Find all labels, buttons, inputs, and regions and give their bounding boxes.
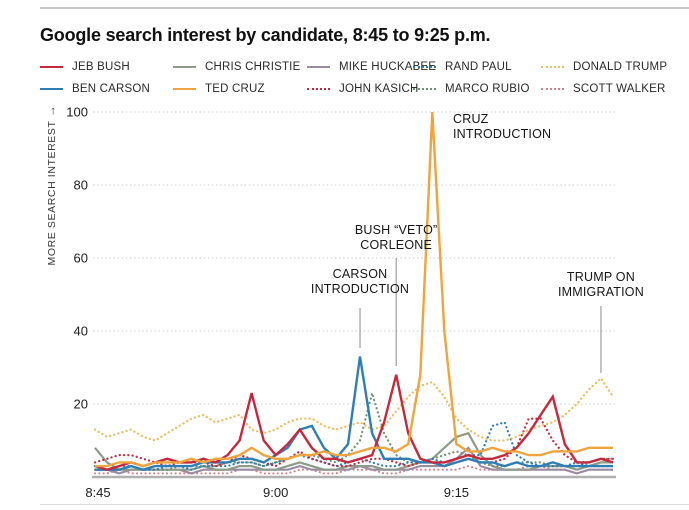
series-line-donald-trump xyxy=(93,376,615,442)
x-axis-tick-labels: 8:45 9:00 9:15 xyxy=(85,485,469,500)
annotation-cruz-introduction: CRUZ INTRODUCTION xyxy=(453,112,551,142)
annotation-text-line: BUSH “VETO” xyxy=(354,223,438,237)
gridlines xyxy=(93,111,615,405)
y-tick-label-100: 100 xyxy=(66,105,88,120)
legend-item-rand-paul: RAND PAUL xyxy=(413,60,541,73)
annotation-text-line: TRUMP ON xyxy=(566,270,635,284)
up-arrow-icon: → xyxy=(44,104,58,118)
legend-label: BEN CARSON xyxy=(72,82,151,95)
legend: JEB BUSH CHRIS CHRISTIE MIKE HUCKABEE RAND … xyxy=(40,60,687,95)
annotation-leader-lines xyxy=(359,258,602,373)
annotation-trump-on-immigration: TRUMP ON IMMIGRATION xyxy=(516,270,686,300)
legend-item-ted-cruz: TED CRUZ xyxy=(173,82,307,95)
y-axis-label-text: MORE SEARCH INTEREST xyxy=(46,120,58,266)
annotation-bush-veto-corleone: BUSH “VETO” CORLEONE xyxy=(311,223,481,253)
legend-label: CHRIS CHRISTIE xyxy=(205,60,301,73)
series-line-ted-cruz xyxy=(95,111,613,468)
annotation-text-line: CORLEONE xyxy=(360,238,433,252)
annotation-text-line: CRUZ xyxy=(453,112,489,126)
chart-title: Google search interest by candidate, 8:4… xyxy=(40,25,491,45)
legend-label: JOHN KASICH xyxy=(339,82,419,95)
legend-item-chris-christie: CHRIS CHRISTIE xyxy=(173,60,307,73)
legend-swatch-icon xyxy=(413,87,436,90)
legend-swatch-icon xyxy=(307,87,330,90)
legend-label: MIKE HUCKABEE xyxy=(339,60,437,73)
annotation-text-line: IMMIGRATION xyxy=(557,285,644,299)
legend-label: JEB BUSH xyxy=(72,60,130,73)
y-tick-label-20: 20 xyxy=(74,397,88,412)
legend-item-mike-huckabee: MIKE HUCKABEE xyxy=(307,60,436,73)
legend-label: DONALD TRUMP xyxy=(573,60,668,73)
legend-label: MARCO RUBIO xyxy=(445,82,530,95)
y-axis-label: MORE SEARCH INTEREST → xyxy=(44,85,58,285)
legend-item-jeb-bush: JEB BUSH xyxy=(40,60,173,73)
bottom-divider xyxy=(40,504,689,505)
series-line-john-kasich xyxy=(93,417,615,468)
legend-item-ben-carson: BEN CARSON xyxy=(40,82,173,95)
y-tick-label-80: 80 xyxy=(74,178,88,193)
legend-swatch-icon xyxy=(541,87,564,90)
series-line-ben-carson xyxy=(95,356,613,471)
legend-swatch-icon xyxy=(40,87,63,90)
y-axis-tick-labels: 20 40 60 80 100 xyxy=(66,105,88,412)
legend-swatch-icon xyxy=(173,87,196,90)
legend-swatch-icon xyxy=(40,65,63,68)
annotation-carson-introduction: CARSON INTRODUCTION xyxy=(275,267,445,297)
annotation-text-line: CARSON xyxy=(332,267,388,281)
y-tick-label-60: 60 xyxy=(74,251,88,266)
x-tick-label-8-45: 8:45 xyxy=(85,485,110,500)
legend-item-john-kasich: JOHN KASICH xyxy=(307,82,418,95)
legend-item-donald-trump: DONALD TRUMP xyxy=(541,60,687,73)
top-divider xyxy=(40,7,689,9)
annotation-text-line: INTRODUCTION xyxy=(310,282,410,296)
annotation-text-line: INTRODUCTION xyxy=(453,127,552,141)
legend-item-marco-rubio: MARCO RUBIO xyxy=(413,82,541,95)
legend-label: SCOTT WALKER xyxy=(573,82,666,95)
legend-swatch-icon xyxy=(541,65,564,68)
series-line-marco-rubio xyxy=(93,388,615,471)
legend-label: TED CRUZ xyxy=(205,82,265,95)
legend-item-scott-walker: SCOTT WALKER xyxy=(541,82,687,95)
legend-swatch-icon xyxy=(307,65,330,68)
legend-swatch-icon xyxy=(413,65,436,68)
legend-swatch-icon xyxy=(173,65,196,68)
x-tick-label-9-15: 9:15 xyxy=(444,485,469,500)
y-tick-label-40: 40 xyxy=(74,324,88,339)
series-line-chris-christie xyxy=(94,431,613,471)
legend-label: RAND PAUL xyxy=(445,60,512,73)
x-tick-label-9-00: 9:00 xyxy=(263,485,288,500)
series-lines xyxy=(93,111,615,475)
